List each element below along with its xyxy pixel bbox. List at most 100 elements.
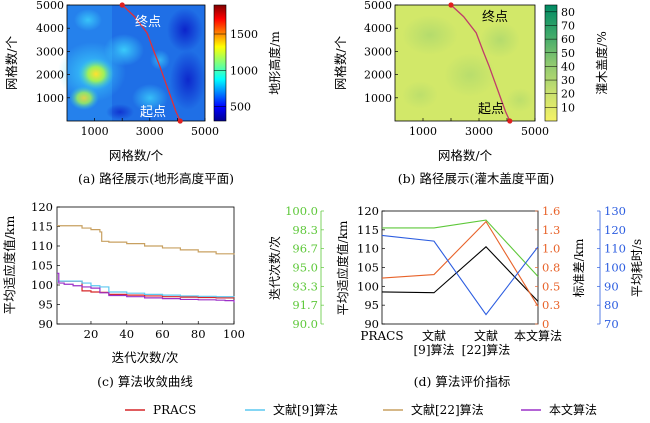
legend-label: PRACS bbox=[153, 403, 196, 417]
y-tick-label: 120 bbox=[31, 200, 53, 214]
start-point-marker bbox=[177, 118, 183, 124]
caption-d: (d) 算法评价指标 bbox=[414, 374, 511, 389]
colorbar-tick-label: 70 bbox=[561, 19, 575, 32]
end-label-a: 终点 bbox=[135, 14, 161, 30]
axis3-label: 标准差/km bbox=[572, 238, 586, 297]
legend: PRACS 文献[9]算法 文献[22]算法 本文算法 bbox=[125, 402, 597, 417]
x-tick-label: 3000 bbox=[136, 125, 164, 138]
colorbar-tick-label: 80 bbox=[561, 6, 575, 19]
xlabel-a: 网格数/个 bbox=[109, 148, 164, 163]
y-tick-label: 115 bbox=[31, 220, 53, 234]
metric-tick-label: 0.8 bbox=[542, 261, 560, 275]
metric-tick-label: 90.0 bbox=[292, 317, 318, 331]
metric-tick-label: 0 bbox=[542, 317, 549, 331]
metric-tick-label: 90 bbox=[364, 317, 379, 331]
y-tick-label: 4000 bbox=[364, 22, 392, 35]
y-tick-label: 5000 bbox=[36, 0, 64, 12]
colorbar-tick-label: 1000 bbox=[230, 64, 258, 77]
colorbar-b bbox=[544, 4, 558, 122]
colorbar-tick-label: 60 bbox=[561, 33, 575, 46]
metric-tick-label: 0.5 bbox=[542, 279, 560, 293]
metric-line-3 bbox=[381, 220, 539, 307]
y-tick-label: 90 bbox=[38, 317, 53, 331]
colorbar-tick-label: 40 bbox=[561, 60, 575, 73]
y-tick-label: 100 bbox=[31, 278, 53, 292]
axis-ticks-a: 1000 3000 5000 1000 2000 3000 4000 5000 bbox=[36, 0, 219, 138]
ylabel-b: 网格数/个 bbox=[333, 35, 348, 90]
metric-tick-label: 100 bbox=[604, 261, 626, 275]
metric-series bbox=[381, 219, 539, 316]
panel-b: 终点 起点 1000 3000 5000 1000 2000 3000 4000 5000 网… bbox=[333, 0, 609, 186]
x-tick-label: 40 bbox=[119, 327, 134, 341]
axis-ticks-b: 1000 3000 5000 1000 2000 3000 4000 5000 bbox=[364, 0, 549, 138]
metric-tick-label: 110 bbox=[604, 242, 626, 256]
y-tick-label: 2000 bbox=[36, 69, 64, 82]
category-label: [9]算法 bbox=[414, 342, 455, 357]
y-tick-label: 105 bbox=[31, 259, 53, 273]
metric-tick-label: 96.7 bbox=[292, 242, 318, 256]
metric-tick-label: 120 bbox=[604, 223, 626, 237]
terrain-heatmap bbox=[58, 5, 206, 121]
metric-tick-label: 100.0 bbox=[285, 204, 318, 218]
caption-c: (c) 算法收敛曲线 bbox=[97, 374, 193, 389]
shrub-heatmap bbox=[395, 5, 535, 121]
colorbar-a bbox=[213, 4, 227, 122]
y-tick-label: 3000 bbox=[36, 45, 64, 58]
xlabel-c: 迭代次数/次 bbox=[112, 350, 179, 365]
metric-tick-label: 1.3 bbox=[542, 223, 560, 237]
caption-b: (b) 路径展示(灌木盖度平面) bbox=[398, 171, 554, 186]
legend-label: 文献[22]算法 bbox=[411, 402, 484, 417]
panel-a: 终点 起点 1000 3000 5000 1000 2000 3000 4000 5000 网… bbox=[4, 0, 282, 186]
panel-d: 90.0 91.7 93.3 95.0 96.7 98.3 100.0 90 95 100 105 1… bbox=[267, 204, 644, 389]
y-tick-label: 1000 bbox=[36, 92, 64, 105]
y-tick-label: 95 bbox=[38, 298, 53, 312]
colorbar-tick-label: 20 bbox=[561, 88, 575, 101]
series-line-3 bbox=[57, 225, 235, 255]
axis1-label: 迭代次数/次 bbox=[267, 236, 282, 300]
category-label: [22]算法 bbox=[462, 342, 511, 357]
metric-tick-label: 93.3 bbox=[292, 279, 318, 293]
axis2-label: 平均适应度值/km bbox=[335, 220, 350, 315]
category-label: 文献 bbox=[422, 328, 446, 343]
metric-tick-label: 0.3 bbox=[542, 298, 560, 312]
xlabel-b: 网格数/个 bbox=[438, 148, 493, 163]
axes-frame-a bbox=[66, 4, 206, 122]
x-tick-label: 1000 bbox=[81, 125, 109, 138]
category-label: 文献 bbox=[474, 328, 498, 343]
y-tick-label: 2000 bbox=[364, 69, 392, 82]
metric-line-1 bbox=[382, 219, 539, 277]
metric-tick-label: 70 bbox=[604, 317, 619, 331]
axis-ticks-c: 20 40 60 80 100 90 95 100 105 110 115 120 bbox=[31, 200, 245, 341]
x-tick-label: 5000 bbox=[521, 125, 549, 138]
panel-c: 20 40 60 80 100 90 95 100 105 110 115 120 平均适应度值/km… bbox=[2, 200, 245, 389]
x-tick-label: 3000 bbox=[465, 125, 493, 138]
metric-tick-label: 1.0 bbox=[542, 242, 560, 256]
metric-tick-label: 110 bbox=[357, 242, 379, 256]
x-tick-label: 60 bbox=[155, 327, 170, 341]
metric-tick-label: 95 bbox=[364, 298, 379, 312]
y-tick-label: 1000 bbox=[364, 92, 392, 105]
metric-tick-label: 98.3 bbox=[292, 223, 318, 237]
colorbar-tick-label: 1500 bbox=[230, 28, 258, 41]
y-tick-label: 4000 bbox=[36, 22, 64, 35]
route-line-a bbox=[121, 4, 181, 122]
colorbar-tick-label: 50 bbox=[561, 47, 575, 60]
convergence-series bbox=[57, 225, 235, 303]
x-tick-label: 1000 bbox=[409, 125, 437, 138]
ylabel-c: 平均适应度值/km bbox=[2, 216, 17, 315]
axes-frame-c bbox=[56, 206, 235, 325]
series-line-2 bbox=[57, 280, 235, 298]
x-tick-label: 80 bbox=[191, 327, 206, 341]
axes-frame-b bbox=[394, 4, 536, 122]
axis4-label: 平均耗时/s bbox=[630, 239, 644, 297]
legend-label: 本文算法 bbox=[549, 402, 597, 417]
start-label-b: 起点 bbox=[478, 102, 504, 117]
colorbar-tick-label: 500 bbox=[230, 101, 251, 114]
colorbar-tick-label: 30 bbox=[561, 74, 575, 87]
series-line-1 bbox=[57, 280, 235, 299]
colorbar-label-b: 灌木盖度/% bbox=[594, 31, 609, 94]
metric-tick-label: 100 bbox=[357, 279, 379, 293]
x-tick-label: 20 bbox=[84, 327, 99, 341]
route-line-b bbox=[450, 4, 511, 122]
